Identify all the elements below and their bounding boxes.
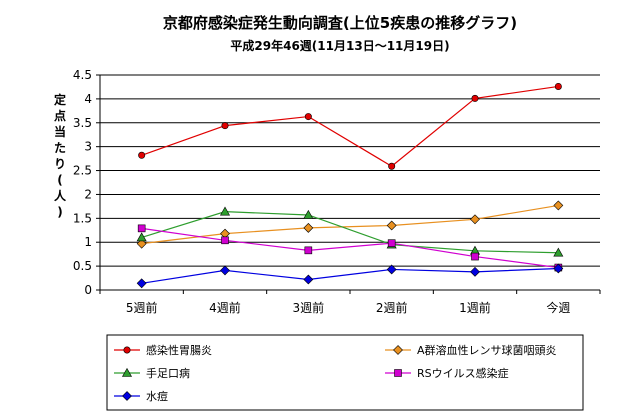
data-point bbox=[136, 278, 147, 289]
legend-marker bbox=[121, 367, 133, 377]
y-tick-label: 1.5 bbox=[73, 211, 92, 225]
y-tick-label: 3.5 bbox=[73, 116, 92, 130]
series-4 bbox=[137, 224, 563, 272]
legend-item: 感染性胃腸炎 bbox=[114, 343, 212, 357]
x-tick-label: 5週前 bbox=[126, 300, 158, 315]
data-point bbox=[553, 247, 564, 257]
data-point bbox=[387, 239, 396, 247]
data-point bbox=[136, 238, 147, 249]
data-point bbox=[386, 220, 397, 231]
y-tick-label: 1 bbox=[84, 235, 92, 249]
data-point bbox=[221, 122, 229, 130]
data-point bbox=[219, 206, 231, 216]
y-tick-label: 0 bbox=[84, 283, 92, 297]
series-line bbox=[141, 85, 559, 167]
x-tick-label: 2週前 bbox=[376, 300, 408, 315]
data-point bbox=[386, 264, 397, 275]
grid bbox=[96, 74, 600, 291]
series-2 bbox=[136, 200, 564, 249]
series-line bbox=[141, 211, 559, 254]
chart-title: 京都府感染症発生動向調査(上位5疾患の推移グラフ) bbox=[163, 14, 517, 32]
legend-item: RSウイルス感染症 bbox=[385, 366, 509, 380]
y-axis-label-char: ) bbox=[57, 205, 62, 219]
y-axis-label-char: 当 bbox=[54, 124, 66, 139]
legend-label: 水痘 bbox=[146, 389, 168, 403]
x-tick-label: 4週前 bbox=[209, 300, 241, 315]
legend-marker bbox=[123, 346, 131, 354]
legend-marker bbox=[393, 345, 403, 355]
legend-box bbox=[106, 334, 584, 411]
data-point bbox=[304, 113, 312, 121]
y-tick-label: 0.5 bbox=[73, 259, 92, 273]
legend-marker bbox=[122, 391, 132, 401]
legend-item: 水痘 bbox=[114, 389, 168, 403]
y-tick-label: 3 bbox=[84, 140, 92, 154]
y-tick-label: 2.5 bbox=[73, 164, 92, 178]
y-tick-label: 4.5 bbox=[73, 68, 92, 82]
x-tick-label: 今週 bbox=[546, 300, 570, 315]
data-point bbox=[303, 222, 314, 233]
data-point bbox=[388, 162, 396, 170]
y-axis-label-char: 定 bbox=[54, 92, 66, 107]
data-point bbox=[554, 82, 562, 90]
data-point bbox=[470, 214, 480, 225]
data-point bbox=[471, 252, 479, 261]
x-tick-label: 3週前 bbox=[293, 300, 325, 315]
legend-marker bbox=[394, 369, 402, 377]
legend-item: 手足口病 bbox=[114, 366, 190, 380]
y-axis-label-char: り bbox=[54, 157, 66, 171]
data-point bbox=[138, 151, 146, 159]
data-point bbox=[470, 266, 480, 277]
x-ticks: 5週前 4週前 3週前 2週前 1週前 今週 bbox=[99, 290, 601, 315]
series-1 bbox=[138, 82, 562, 170]
data-point bbox=[303, 274, 314, 285]
data-point bbox=[303, 209, 314, 219]
y-axis-label-char: ( bbox=[57, 173, 62, 187]
legend-label: 手足口病 bbox=[146, 366, 190, 380]
series-3 bbox=[136, 206, 564, 257]
data-point bbox=[221, 236, 229, 245]
data-point bbox=[137, 224, 146, 233]
legend-item: A群溶血性レンサ球菌咽頭炎 bbox=[385, 343, 557, 357]
data-point bbox=[553, 200, 564, 211]
data-point bbox=[136, 232, 147, 242]
y-axis-label-char: 人 bbox=[54, 188, 67, 203]
series-lines bbox=[136, 82, 564, 289]
data-point bbox=[471, 94, 479, 102]
legend-label: 感染性胃腸炎 bbox=[146, 343, 212, 357]
series-line bbox=[141, 227, 559, 269]
legend-label: RSウイルス感染症 bbox=[417, 366, 509, 380]
y-axis-label-char: た bbox=[54, 141, 66, 155]
y-axis-label-char: 点 bbox=[54, 108, 66, 123]
y-ticks: 0 0.5 1 1.5 2 2.5 3 3.5 4 4.5 bbox=[73, 68, 92, 297]
data-point bbox=[304, 246, 313, 255]
data-point bbox=[553, 263, 564, 274]
series-5 bbox=[136, 263, 564, 289]
series-line bbox=[141, 204, 559, 245]
y-tick-label: 4 bbox=[84, 92, 92, 106]
legend-label: A群溶血性レンサ球菌咽頭炎 bbox=[417, 343, 557, 357]
series-line bbox=[141, 267, 559, 284]
x-tick-label: 1週前 bbox=[459, 300, 491, 315]
data-point bbox=[220, 265, 230, 276]
chart-subtitle: 平成29年46週(11月13日〜11月19日) bbox=[230, 38, 449, 53]
y-tick-label: 2 bbox=[84, 187, 92, 201]
